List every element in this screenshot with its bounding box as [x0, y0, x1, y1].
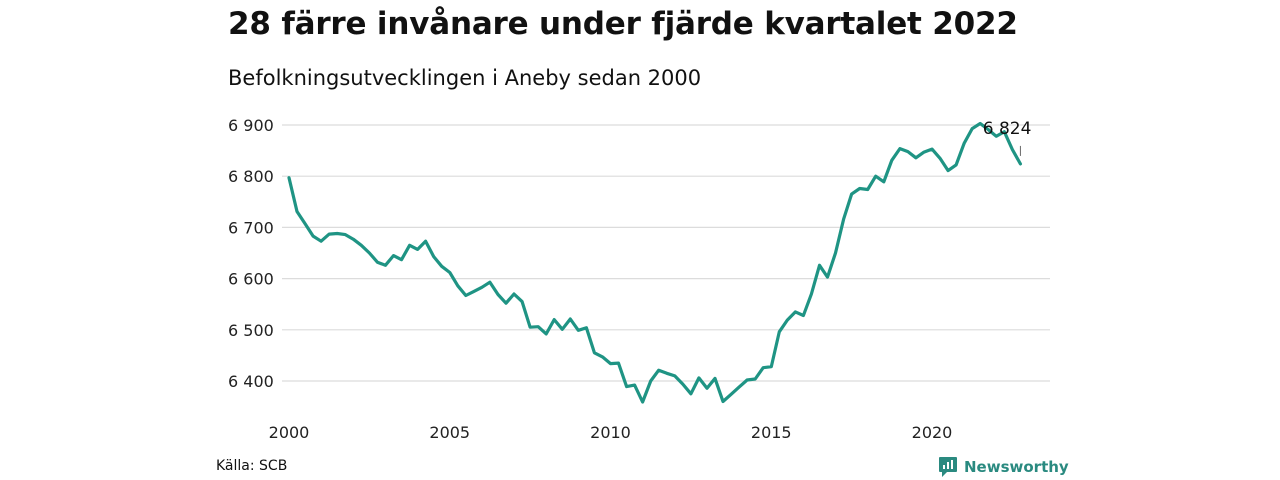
y-tick-label: 6 600 [228, 270, 274, 289]
x-tick-label: 2015 [751, 423, 792, 442]
series-line [287, 121, 1022, 404]
gridlines [282, 124, 1050, 382]
x-tick-label: 2000 [269, 423, 310, 442]
y-tick-label: 6 800 [228, 167, 274, 186]
chart-title: 28 färre invånare under fjärde kvartalet… [228, 6, 1018, 42]
x-axis-ticks: 2000 2005 2010 2015 2020 [269, 423, 953, 442]
y-tick-label: 6 500 [228, 321, 274, 340]
y-tick-label: 6 700 [228, 218, 274, 237]
source-note: Källa: SCB [216, 458, 288, 474]
annotation-layer: 6 824 [983, 119, 1032, 156]
y-tick-label: 6 900 [228, 116, 274, 135]
y-axis-ticks: 6 400 6 500 6 600 6 700 6 800 6 900 [228, 116, 274, 391]
brand-name: Newsworthy [964, 458, 1069, 476]
newsworthy-icon [939, 457, 957, 477]
x-tick-label: 2010 [590, 423, 631, 442]
brand-logo[interactable]: Newsworthy [938, 456, 1069, 478]
series-layer [287, 121, 1022, 404]
chart-subtitle: Befolkningsutvecklingen i Aneby sedan 20… [228, 66, 702, 90]
x-tick-label: 2020 [912, 423, 953, 442]
annotation-label: 6 824 [983, 119, 1032, 139]
y-tick-label: 6 400 [228, 372, 274, 391]
x-tick-label: 2005 [429, 423, 470, 442]
